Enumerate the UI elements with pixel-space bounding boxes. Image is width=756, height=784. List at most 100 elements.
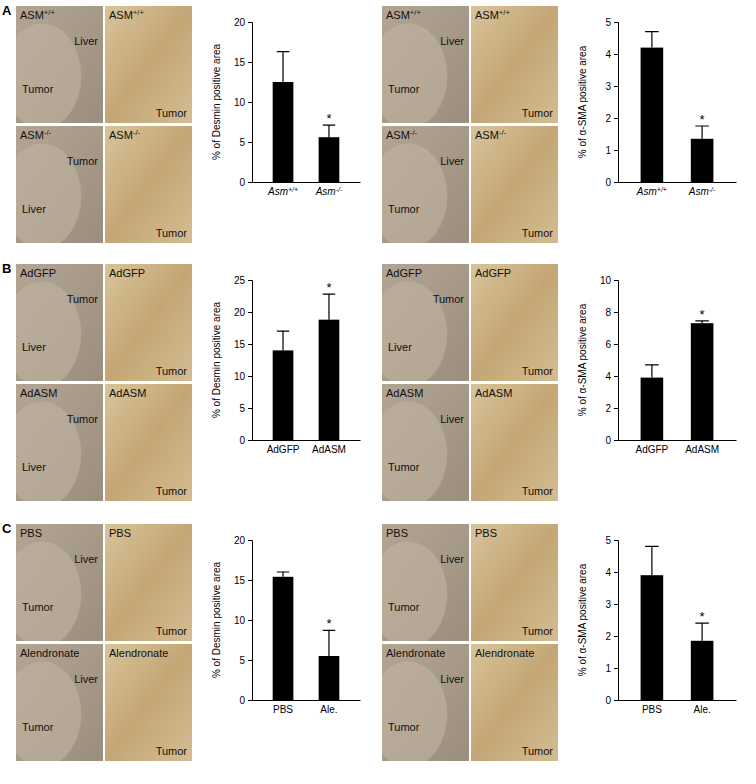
- micrograph: AdASMTumor: [105, 384, 192, 501]
- x-axis: AdGFPAdASM: [619, 440, 737, 455]
- y-tick-mark: [614, 668, 618, 669]
- y-tick-label: 8: [605, 307, 611, 318]
- micrograph-label: Liver: [388, 341, 412, 353]
- micrograph-label: Tumor: [22, 601, 54, 613]
- micrograph-label: Tumor: [67, 413, 99, 425]
- micrograph-label: AdGFP: [475, 267, 511, 279]
- y-tick: 0: [605, 435, 618, 446]
- x-tick: AdGFP: [635, 440, 668, 455]
- bar-chart: 0510152025AdGFPAdASM% of Desmin positive…: [211, 275, 361, 455]
- micrograph-label: ASM+/+: [109, 8, 144, 22]
- x-tick-label: PBS: [642, 704, 662, 715]
- x-axis-line: [619, 700, 737, 701]
- micrograph: ASM-/-Tumor: [105, 126, 192, 243]
- y-tick-label: 1: [605, 145, 611, 156]
- bar: [319, 656, 340, 700]
- y-tick-mark: [248, 700, 252, 701]
- bar: [691, 641, 714, 700]
- micrograph-label: ASM+/+: [386, 8, 421, 22]
- y-axis-line: [248, 541, 253, 701]
- y-tick-mark: [248, 142, 252, 143]
- bar: [641, 48, 664, 182]
- y-tick: 1: [605, 663, 618, 674]
- plot-marks: [273, 52, 340, 182]
- x-tick-label: Asm+/+: [636, 186, 667, 198]
- y-tick: 15: [234, 575, 252, 586]
- micrograph-image: [105, 644, 192, 761]
- panel-label: A: [2, 3, 12, 18]
- micrograph-label: AdASM: [386, 387, 423, 399]
- y-tick: 0: [239, 177, 252, 188]
- micrograph-label: AdGFP: [20, 267, 56, 279]
- micrograph-label: ASM-/-: [109, 128, 141, 142]
- error-bar: [323, 294, 335, 320]
- x-axis-line: [253, 700, 361, 701]
- bar: [273, 82, 294, 182]
- error-bar: [323, 630, 335, 656]
- y-tick-mark: [614, 150, 618, 151]
- figure-canvas: AASM+/+LiverTumorASM+/+TumorASM-/-TumorL…: [0, 0, 756, 784]
- micrograph: AdASMTumor: [471, 384, 558, 501]
- x-tick: AdGFP: [267, 440, 300, 455]
- y-tick-label: 0: [605, 695, 611, 706]
- y-tick: 2: [605, 113, 618, 124]
- y-tick-label: 20: [234, 535, 246, 546]
- error-bar: [695, 126, 709, 139]
- micrograph: ASM-/-TumorLiver: [3, 126, 103, 249]
- significance-mark: *: [700, 307, 705, 322]
- error-bar: [695, 623, 709, 641]
- x-tick-label: Asm+/+: [267, 186, 298, 198]
- y-tick: 10: [234, 97, 252, 108]
- x-axis: PBSAle.: [253, 700, 361, 715]
- micrograph-image: [471, 264, 558, 381]
- y-axis: 05101520: [234, 17, 253, 188]
- y-tick-mark: [614, 540, 618, 541]
- y-tick-mark: [614, 118, 618, 119]
- x-tick-label: PBS: [273, 704, 293, 715]
- y-tick: 0: [239, 435, 252, 446]
- micrograph-label: PBS: [20, 527, 42, 539]
- y-tick: 0: [605, 177, 618, 188]
- micrograph-label: AdASM: [475, 387, 512, 399]
- micrograph: AdASMTumorLiver: [3, 384, 103, 507]
- micrograph-label: Liver: [440, 155, 464, 167]
- bar: [691, 139, 714, 182]
- y-axis: 0510152025: [234, 275, 253, 446]
- tumor-region: [382, 402, 447, 501]
- x-axis: PBSAle.: [619, 700, 737, 715]
- micrograph-label: PBS: [386, 527, 408, 539]
- bar: [319, 320, 340, 440]
- y-tick-mark: [248, 344, 252, 345]
- bar: [273, 577, 294, 700]
- bar: [319, 137, 340, 182]
- y-axis-line: [248, 281, 253, 441]
- y-axis: 0246810: [600, 275, 619, 446]
- micrograph: PBSTumor: [471, 524, 558, 641]
- x-tick: Asm-/-: [315, 182, 343, 197]
- micrograph-label: Tumor: [22, 721, 54, 733]
- micrograph: ASM+/+LiverTumor: [369, 6, 469, 129]
- micrograph-label: Tumor: [67, 155, 99, 167]
- error-bar: [645, 365, 659, 378]
- y-tick: 15: [234, 57, 252, 68]
- y-axis-line: [614, 281, 619, 441]
- micrograph-label: Tumor: [156, 107, 188, 119]
- micrograph-label: Liver: [440, 413, 464, 425]
- panel-label: B: [2, 261, 11, 276]
- micrograph-label: Liver: [74, 673, 98, 685]
- micrograph-label: ASM+/+: [475, 8, 510, 22]
- y-tick: 10: [600, 275, 618, 286]
- bar: [691, 323, 714, 440]
- micrograph-image: [471, 384, 558, 501]
- y-axis-title: % of Desmin positive area: [211, 561, 222, 678]
- x-tick: Asm+/+: [636, 182, 667, 197]
- bar-chart: 012345Asm+/+Asm-/-% of α-SMA positive ar…: [577, 17, 737, 197]
- y-tick-mark: [248, 376, 252, 377]
- micrograph-label: Tumor: [156, 365, 188, 377]
- micrograph-label: Liver: [74, 553, 98, 565]
- y-axis-line: [614, 23, 619, 183]
- micrograph-label: Alendronate: [386, 647, 445, 659]
- micrograph-image: [471, 644, 558, 761]
- y-tick-label: 0: [239, 435, 245, 446]
- micrograph-label: ASM-/-: [475, 128, 507, 142]
